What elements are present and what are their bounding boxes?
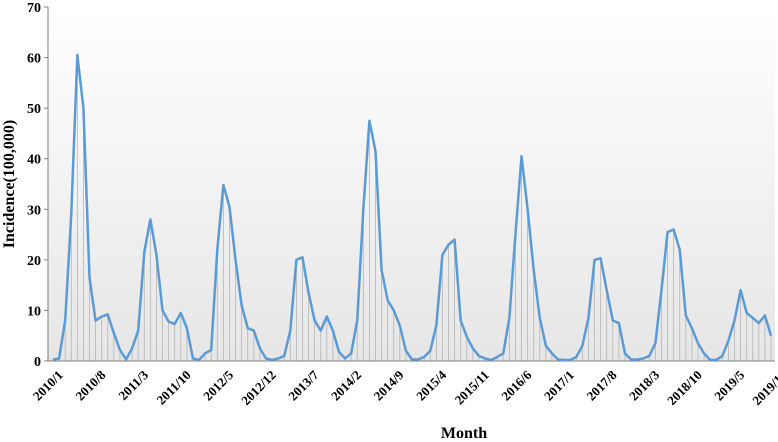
axes (47, 7, 775, 362)
series-line (52, 53, 773, 362)
plot-area (48, 7, 775, 361)
x-tick-label: 2014/9 (371, 367, 407, 403)
x-axis-label: Month (441, 425, 487, 442)
drop-lines (52, 55, 772, 361)
y-tick-label: 10 (27, 304, 41, 319)
y-axis-label: Incidence(100,000) (1, 120, 18, 248)
x-tick-label: 2015/4 (413, 367, 449, 403)
x-tick-label: 2016/6 (498, 367, 534, 403)
x-tick-label: 2012/5 (200, 367, 236, 403)
x-tick-label: 2015/11 (452, 367, 492, 407)
y-tick-label: 70 (27, 1, 41, 16)
y-tick-label: 40 (27, 153, 41, 168)
x-tick-label: 2010/1 (30, 367, 66, 403)
y-tick-labels: 0 10 20 30 40 50 60 70 (27, 1, 48, 370)
x-tick-label: 2011/10 (153, 367, 193, 407)
x-tick-label: 2018/10 (664, 367, 705, 408)
x-tick-label: 2013/7 (285, 367, 321, 403)
x-tick-label: 2011/3 (115, 367, 151, 403)
x-tick-label: 2018/3 (626, 367, 662, 403)
x-tick-label: 2019/12 (749, 367, 778, 408)
x-tick-label: 2010/8 (72, 367, 108, 403)
y-tick-label: 60 (27, 52, 41, 67)
y-tick-label: 20 (27, 254, 41, 269)
x-tick-label: 2012/12 (238, 367, 279, 408)
y-tick-label: 0 (34, 355, 41, 370)
x-tick-label: 2017/1 (541, 367, 577, 403)
x-tick-label: 2019/5 (711, 367, 747, 403)
y-tick-label: 50 (27, 102, 41, 117)
x-tick-label: 2017/8 (583, 367, 619, 403)
series-group (52, 53, 773, 362)
x-tick-label: 2014/2 (328, 367, 364, 403)
x-tick-labels: 2010/1 2010/8 2011/3 2011/10 2012/5 2012/12 20… (30, 367, 778, 408)
y-tick-label: 30 (27, 203, 41, 218)
